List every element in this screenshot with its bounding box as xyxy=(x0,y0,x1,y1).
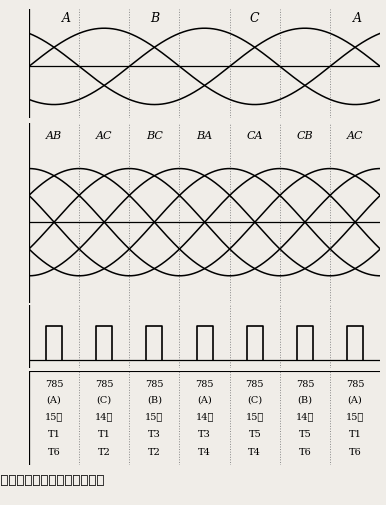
Text: A: A xyxy=(62,12,71,25)
Text: T6: T6 xyxy=(298,447,312,456)
Text: (A): (A) xyxy=(197,395,212,403)
Text: BA: BA xyxy=(196,131,213,141)
Text: T6: T6 xyxy=(47,447,61,456)
Text: CA: CA xyxy=(247,131,263,141)
Text: (C): (C) xyxy=(96,395,112,403)
Text: B: B xyxy=(150,12,159,25)
Text: 14脚: 14脚 xyxy=(296,412,314,421)
Text: T4: T4 xyxy=(248,447,261,456)
Text: 785: 785 xyxy=(296,379,314,388)
Text: 785: 785 xyxy=(95,379,113,388)
Text: (B): (B) xyxy=(147,395,162,403)
Text: 15脚: 15脚 xyxy=(245,412,264,421)
Text: C: C xyxy=(250,12,259,25)
Text: T5: T5 xyxy=(298,429,312,438)
Text: T1: T1 xyxy=(349,429,362,438)
Text: AB: AB xyxy=(46,131,62,141)
Text: T6: T6 xyxy=(349,447,362,456)
Text: 785: 785 xyxy=(346,379,364,388)
Text: 14脚: 14脚 xyxy=(195,412,214,421)
Text: AC: AC xyxy=(96,131,112,141)
Text: CB: CB xyxy=(296,131,313,141)
Text: BC: BC xyxy=(146,131,163,141)
Text: 15脚: 15脚 xyxy=(145,412,164,421)
Text: 785: 785 xyxy=(145,379,164,388)
Text: A: A xyxy=(353,12,362,25)
Text: T3: T3 xyxy=(198,429,211,438)
Text: T5: T5 xyxy=(248,429,261,438)
Text: (C): (C) xyxy=(247,395,262,403)
Text: T4: T4 xyxy=(198,447,211,456)
Text: 785: 785 xyxy=(195,379,214,388)
Text: 785: 785 xyxy=(245,379,264,388)
Text: 15脚: 15脚 xyxy=(45,412,63,421)
Text: T3: T3 xyxy=(148,429,161,438)
Text: (A): (A) xyxy=(47,395,61,403)
Text: T1: T1 xyxy=(98,429,111,438)
Text: (B): (B) xyxy=(298,395,312,403)
Text: 图 3   正序输入时整流桥正常工作时序图: 图 3 正序输入时整流桥正常工作时序图 xyxy=(0,473,104,486)
Text: T2: T2 xyxy=(98,447,111,456)
Text: T1: T1 xyxy=(47,429,61,438)
Text: 15脚: 15脚 xyxy=(346,412,364,421)
Text: (A): (A) xyxy=(348,395,362,403)
Text: T2: T2 xyxy=(148,447,161,456)
Text: 14脚: 14脚 xyxy=(95,412,113,421)
Text: AC: AC xyxy=(347,131,363,141)
Text: 785: 785 xyxy=(45,379,63,388)
